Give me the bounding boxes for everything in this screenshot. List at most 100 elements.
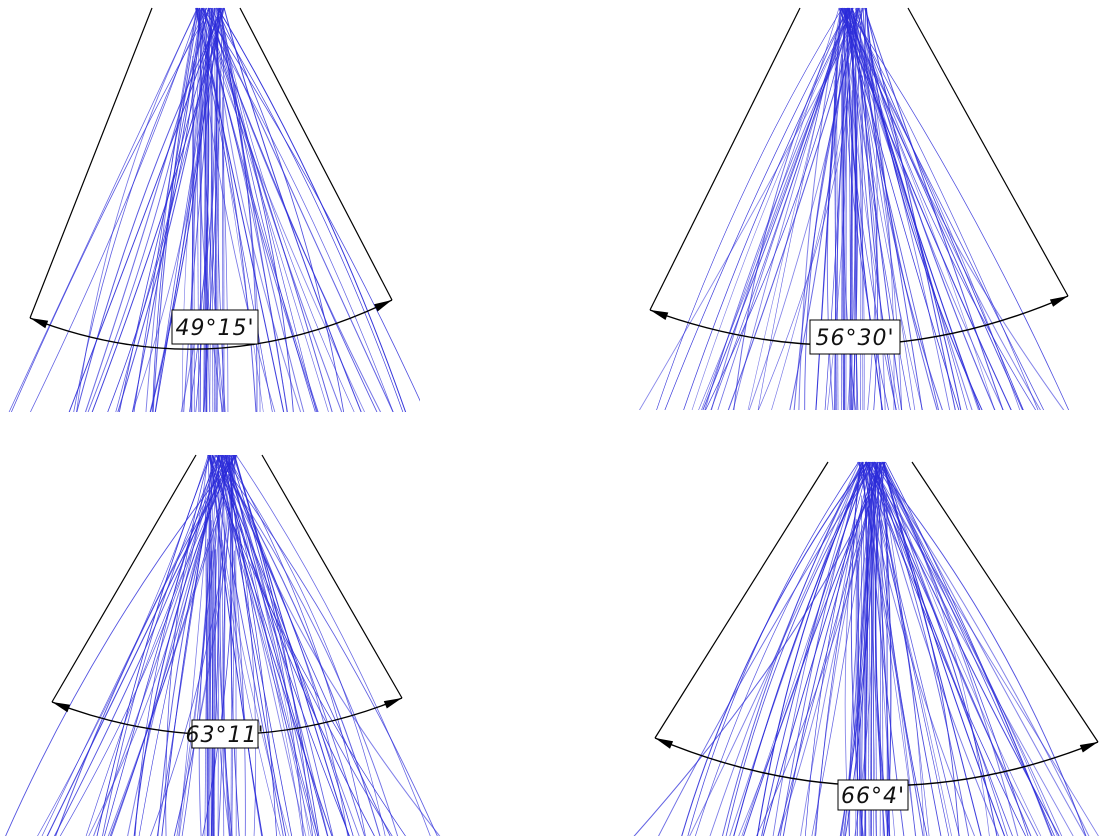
ray [138, 455, 224, 836]
ray [683, 7, 854, 410]
ray [727, 7, 860, 410]
angle-label-box [171, 309, 259, 345]
ray [827, 7, 848, 410]
ray [198, 455, 231, 836]
ray [8, 7, 198, 412]
ray [866, 461, 960, 836]
ray [211, 455, 399, 836]
ray [882, 461, 1086, 836]
ray [847, 7, 973, 410]
ray [836, 57, 839, 410]
ray [219, 7, 258, 412]
ray [866, 7, 878, 410]
ray [211, 455, 349, 836]
ray [230, 485, 233, 836]
ray [756, 461, 868, 836]
ray [183, 7, 220, 412]
ray [211, 60, 214, 412]
ray [231, 550, 235, 836]
ray [866, 461, 1074, 836]
ray [864, 7, 956, 410]
ray [145, 7, 198, 412]
ray [216, 455, 360, 836]
ray [214, 42, 217, 412]
ray [687, 461, 859, 836]
ray [782, 461, 881, 836]
ray [5, 455, 237, 836]
ray [234, 455, 350, 836]
ray [208, 495, 213, 836]
ray [104, 455, 217, 836]
ray [221, 540, 225, 836]
arrowhead-right [1079, 742, 1098, 753]
extension-line-left [649, 7, 801, 311]
ray [202, 7, 294, 412]
ray-bundle [5, 455, 441, 836]
ray [222, 97, 224, 412]
ray [883, 461, 1039, 836]
ray [850, 103, 853, 410]
ray [88, 455, 209, 836]
ray [222, 455, 386, 836]
ray [691, 7, 854, 410]
ray [202, 7, 329, 412]
ray [865, 461, 998, 836]
ray [844, 7, 889, 410]
ray [846, 7, 1070, 410]
ray [202, 7, 420, 402]
ray [199, 57, 203, 412]
ray [853, 41, 856, 410]
ray [844, 106, 846, 410]
ray [851, 7, 903, 410]
ray [851, 40, 854, 410]
ray [214, 455, 231, 836]
angle-label: 56°30' [815, 326, 894, 351]
ray [102, 455, 220, 836]
ray [851, 7, 951, 410]
ray [860, 63, 862, 410]
ray [864, 461, 1099, 836]
arrowhead-left [30, 318, 49, 329]
arrowhead-left [655, 738, 674, 749]
ray [815, 7, 841, 410]
ray [843, 7, 960, 410]
ray [213, 525, 216, 836]
ray [873, 461, 1000, 836]
ray [209, 63, 213, 412]
ray [205, 500, 208, 836]
extension-line-right [261, 454, 403, 699]
extension-line-left [29, 7, 153, 319]
extension-line-left [51, 454, 197, 703]
ray [694, 461, 867, 836]
ray [840, 7, 1021, 410]
ray [41, 455, 229, 836]
ray [843, 7, 1024, 410]
ray [210, 7, 404, 412]
ray [215, 455, 438, 836]
ray [191, 61, 195, 412]
ray [201, 7, 333, 412]
ray [865, 7, 938, 410]
ray [761, 461, 871, 836]
extension-line-right [239, 7, 393, 301]
ray [858, 461, 924, 836]
ray [658, 461, 876, 836]
ray [156, 455, 215, 836]
ray [848, 7, 1039, 410]
ray [864, 461, 1032, 836]
ray [848, 7, 968, 410]
angle-label: 63°11' [185, 723, 264, 748]
ray [76, 7, 199, 412]
ray [873, 461, 1087, 836]
ray [216, 71, 220, 412]
ray [743, 461, 883, 836]
ray [223, 455, 236, 836]
ray [91, 7, 224, 412]
ray [762, 461, 879, 836]
extension-line-left [654, 461, 829, 739]
ray [149, 7, 199, 412]
ray [845, 7, 883, 410]
ray [704, 7, 859, 410]
ray [211, 455, 354, 836]
